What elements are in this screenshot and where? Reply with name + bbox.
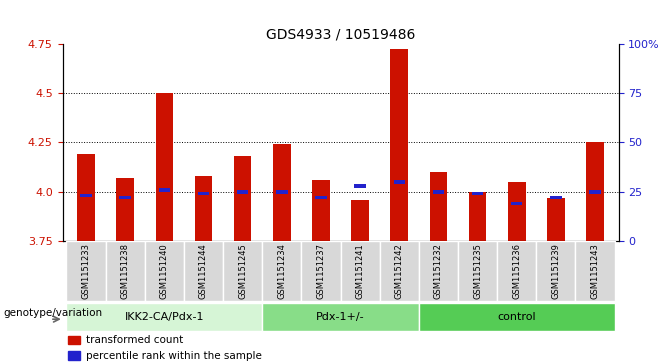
Bar [198,192,209,196]
FancyBboxPatch shape [66,241,105,301]
FancyBboxPatch shape [145,241,184,301]
FancyBboxPatch shape [536,241,576,301]
Bar [312,180,330,241]
Bar [116,178,134,241]
Bar [237,190,248,193]
FancyBboxPatch shape [576,241,615,301]
Text: GSM1151242: GSM1151242 [395,243,404,299]
FancyBboxPatch shape [497,241,536,301]
Text: GSM1151235: GSM1151235 [473,243,482,299]
Bar [276,190,288,193]
FancyBboxPatch shape [105,241,145,301]
Bar [195,176,213,241]
Text: percentile rank within the sample: percentile rank within the sample [86,351,262,360]
Text: GSM1151239: GSM1151239 [551,243,561,299]
Text: genotype/variation: genotype/variation [3,308,103,318]
Text: transformed count: transformed count [86,335,183,345]
FancyBboxPatch shape [341,241,380,301]
Bar [68,336,80,344]
Bar [315,196,326,199]
Text: IKK2-CA/Pdx-1: IKK2-CA/Pdx-1 [124,312,204,322]
Bar [468,192,486,241]
Bar [393,180,405,184]
FancyBboxPatch shape [419,241,458,301]
Text: GSM1151245: GSM1151245 [238,243,247,299]
Text: control: control [497,312,536,322]
Bar [590,190,601,193]
Bar [273,144,291,241]
Bar [586,142,604,241]
Bar [120,196,131,199]
Bar [68,351,80,360]
Text: GSM1151241: GSM1151241 [355,243,365,299]
FancyBboxPatch shape [262,303,419,331]
Bar [511,202,522,205]
Text: GSM1151238: GSM1151238 [120,243,130,299]
Bar [390,49,408,241]
Bar [550,196,561,199]
Text: GSM1151236: GSM1151236 [512,243,521,299]
Bar [351,200,369,241]
Text: GSM1151234: GSM1151234 [277,243,286,299]
Bar [430,172,447,241]
Text: GSM1151240: GSM1151240 [160,243,169,299]
Text: Pdx-1+/-: Pdx-1+/- [316,312,365,322]
Bar [159,188,170,192]
Bar [433,190,444,193]
FancyBboxPatch shape [419,303,615,331]
Text: GSM1151233: GSM1151233 [82,243,91,299]
FancyBboxPatch shape [184,241,223,301]
Bar [234,156,251,241]
FancyBboxPatch shape [66,303,262,331]
Text: GSM1151243: GSM1151243 [590,243,599,299]
FancyBboxPatch shape [262,241,301,301]
Bar [155,93,173,241]
FancyBboxPatch shape [458,241,497,301]
FancyBboxPatch shape [223,241,262,301]
Bar [472,192,483,196]
Bar [508,182,526,241]
FancyBboxPatch shape [301,241,341,301]
Text: GSM1151244: GSM1151244 [199,243,208,299]
Bar [80,194,91,197]
Title: GDS4933 / 10519486: GDS4933 / 10519486 [266,27,415,41]
Bar [547,198,565,241]
FancyBboxPatch shape [380,241,419,301]
Text: GSM1151232: GSM1151232 [434,243,443,299]
Bar [355,184,366,188]
Text: GSM1151237: GSM1151237 [316,243,326,299]
Bar [77,154,95,241]
